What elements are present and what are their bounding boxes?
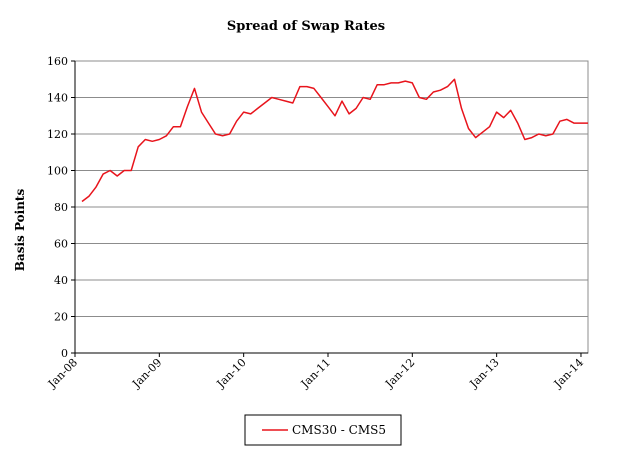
y-tick-label: 20 bbox=[54, 311, 68, 324]
x-tick-label: Jan-12 bbox=[382, 356, 417, 391]
y-axis-label: Basis Points bbox=[13, 189, 27, 272]
series-lines bbox=[81, 78, 588, 203]
legend-label: CMS30 - CMS5 bbox=[292, 423, 386, 437]
x-tick-label: Jan-14 bbox=[551, 356, 586, 391]
gridlines bbox=[75, 60, 588, 317]
y-tick-label: 0 bbox=[61, 347, 68, 360]
y-tick-label: 160 bbox=[47, 55, 68, 68]
y-axis-ticks: 0 20 40 60 80 100 120 140 160 bbox=[47, 55, 75, 360]
series-line bbox=[81, 78, 588, 203]
legend: CMS30 - CMS5 bbox=[244, 414, 402, 446]
x-tick-label: Jan-08 bbox=[45, 356, 80, 391]
x-tick-label: Jan-09 bbox=[129, 356, 164, 391]
x-tick-label: Jan-13 bbox=[467, 356, 502, 391]
x-tick-label: Jan-11 bbox=[298, 356, 333, 391]
y-tick-label: 120 bbox=[47, 128, 68, 141]
x-tick-label: Jan-10 bbox=[214, 356, 249, 391]
x-axis-ticks: Jan-08 Jan-09 Jan-10 Jan-11 Jan-12 Jan-13 Jan-… bbox=[45, 353, 586, 391]
y-tick-label: 80 bbox=[54, 201, 68, 214]
y-tick-label: 100 bbox=[47, 165, 68, 178]
y-tick-label: 140 bbox=[47, 92, 68, 105]
y-tick-label: 60 bbox=[54, 238, 68, 251]
chart-title: Spread of Swap Rates bbox=[227, 19, 385, 34]
y-tick-label: 40 bbox=[54, 274, 68, 287]
